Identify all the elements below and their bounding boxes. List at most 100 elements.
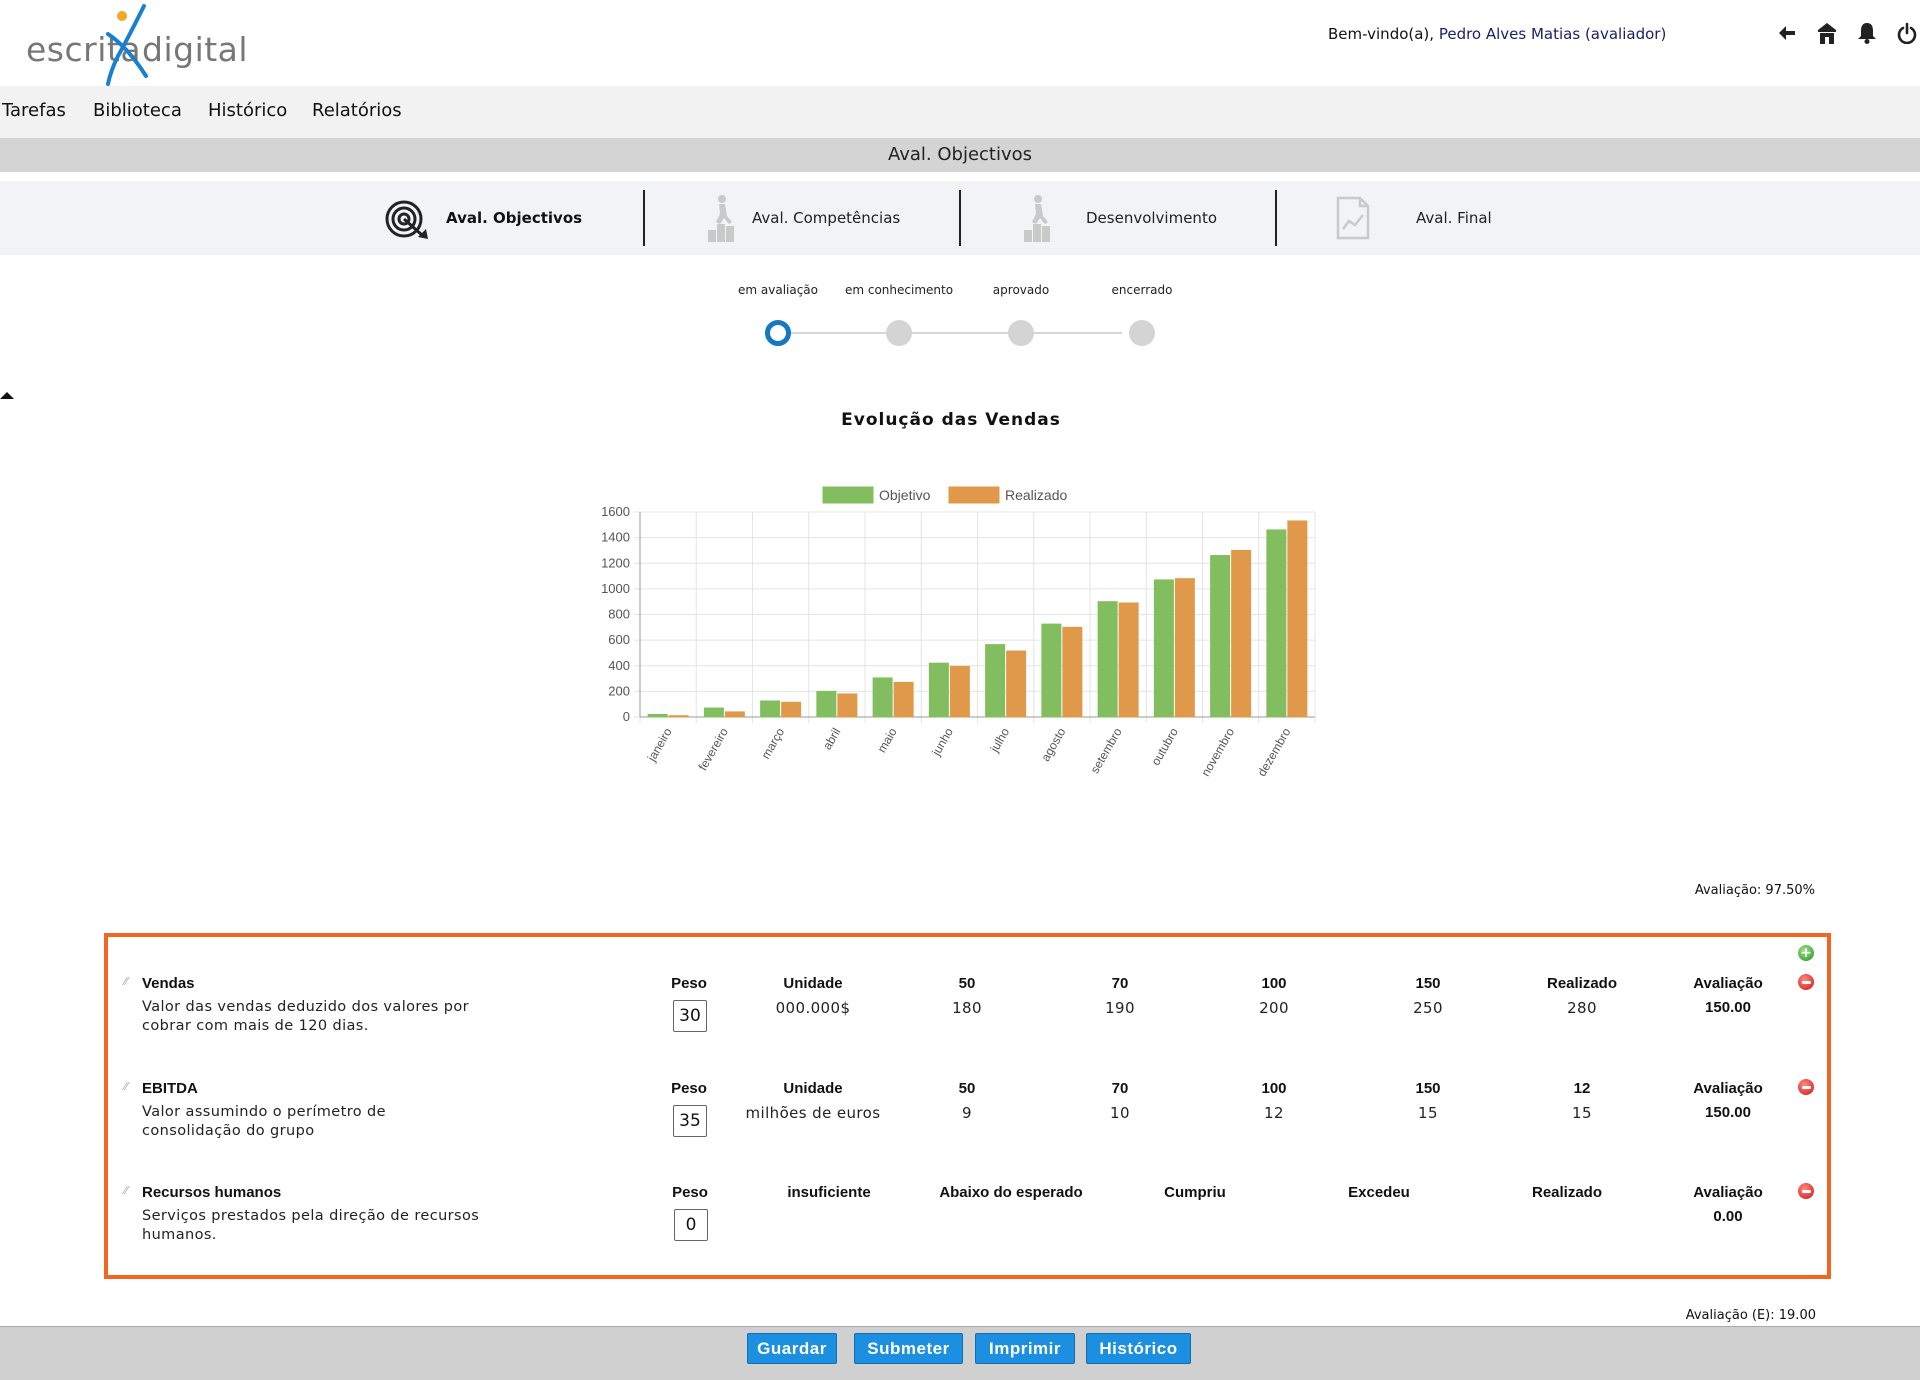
x-tick-label: julho bbox=[987, 725, 1012, 755]
y-tick-label: 0 bbox=[623, 709, 630, 724]
tab-divider bbox=[643, 190, 645, 246]
level-100-value: 12 bbox=[1264, 1104, 1284, 1122]
historico-button[interactable]: Histórico bbox=[1086, 1333, 1191, 1364]
avaliacao-header: Avaliação bbox=[1693, 975, 1763, 992]
menu-item-tarefas[interactable]: Tarefas bbox=[2, 100, 66, 121]
y-tick-label: 1400 bbox=[601, 530, 630, 545]
objective-description: Valor assumindo o perímetro de consolida… bbox=[142, 1104, 386, 1139]
y-tick-label: 800 bbox=[608, 607, 630, 622]
objective-row-recursos-humanos: ⁄⁄ Recursos humanos Serviços prestados p… bbox=[108, 1183, 1827, 1274]
step-label-em-avaliacao: em avaliação bbox=[737, 283, 819, 297]
bar-realizado-outubro bbox=[1174, 578, 1195, 718]
tab-aval-objectivos[interactable]: Aval. Objectivos bbox=[384, 181, 582, 255]
step-dot bbox=[886, 320, 912, 346]
bell-icon[interactable] bbox=[1856, 20, 1878, 46]
step-dot bbox=[1008, 320, 1034, 346]
step-dot-active bbox=[765, 320, 791, 346]
objective-name: Recursos humanos bbox=[142, 1184, 282, 1201]
home-icon[interactable] bbox=[1816, 20, 1838, 46]
peso-input[interactable] bbox=[673, 1000, 707, 1032]
collapse-chart-icon[interactable] bbox=[0, 392, 14, 399]
logo-word-right: digital bbox=[142, 30, 249, 69]
unidade-header: Unidade bbox=[783, 975, 843, 992]
legend-swatch-objetivo bbox=[822, 486, 874, 504]
bar-objetivo-março bbox=[760, 700, 781, 718]
drag-handle-icon[interactable]: ⁄⁄ bbox=[124, 1080, 128, 1093]
bar-realizado-maio bbox=[893, 681, 914, 718]
peso-input[interactable] bbox=[674, 1209, 708, 1241]
level-50-header: 50 bbox=[958, 975, 976, 992]
menu-item-relatorios[interactable]: Relatórios bbox=[312, 100, 402, 121]
unidade-value: 000.000$ bbox=[775, 999, 851, 1017]
power-icon[interactable] bbox=[1896, 20, 1918, 46]
avaliacao-header: Avaliação bbox=[1693, 1184, 1763, 1201]
x-tick-label: agosto bbox=[1038, 725, 1068, 763]
level-150-header: 150 bbox=[1415, 1080, 1441, 1097]
bar-realizado-março bbox=[781, 701, 802, 718]
chart-title: Evolução das Vendas bbox=[841, 410, 1061, 430]
submeter-button[interactable]: Submeter bbox=[854, 1333, 963, 1364]
footer-toolbar: Guardar Submeter Imprimir Histórico bbox=[0, 1326, 1920, 1380]
realizado-value: 15 bbox=[1572, 1104, 1592, 1122]
level-100-value: 200 bbox=[1259, 999, 1289, 1017]
menu-item-biblioteca[interactable]: Biblioteca bbox=[93, 100, 182, 121]
tab-aval-final[interactable]: Aval. Final bbox=[1336, 181, 1492, 255]
x-tick-label: maio bbox=[875, 725, 900, 755]
page-title: Aval. Objectivos bbox=[0, 138, 1920, 172]
level-70-value: 190 bbox=[1105, 999, 1135, 1017]
level-150-value: 15 bbox=[1418, 1104, 1438, 1122]
unidade-value: milhões de euros bbox=[745, 1104, 881, 1122]
realizado-header: Realizado bbox=[1531, 1184, 1603, 1201]
step-dot bbox=[1129, 320, 1155, 346]
imprimir-button[interactable]: Imprimir bbox=[975, 1333, 1075, 1364]
legend-label-objetivo: Objetivo bbox=[879, 487, 931, 503]
tab-aval-competencias[interactable]: Aval. Competências bbox=[706, 181, 900, 255]
peso-input[interactable] bbox=[673, 1105, 707, 1137]
evaluation-e: Avaliação (E): 19.00 bbox=[1685, 1308, 1816, 1323]
guardar-button[interactable]: Guardar bbox=[747, 1333, 837, 1364]
bar-realizado-julho bbox=[1006, 650, 1027, 718]
bar-realizado-setembro bbox=[1118, 602, 1139, 718]
legend-swatch-realizado bbox=[948, 486, 1000, 504]
x-tick-label: fevereiro bbox=[696, 725, 732, 773]
remove-objective-button[interactable] bbox=[1798, 1183, 1814, 1199]
process-tabs: Aval. Objectivos Aval. Competências Dese bbox=[0, 181, 1920, 255]
drag-handle-icon[interactable]: ⁄⁄ bbox=[124, 1184, 128, 1197]
workflow-progress: em avaliação em conhecimento aprovado en… bbox=[0, 275, 1920, 355]
level-70-header: 70 bbox=[1111, 1080, 1129, 1097]
bar-objetivo-fevereiro bbox=[703, 707, 724, 718]
x-tick-label: novembro bbox=[1198, 725, 1237, 778]
level-50-header: 50 bbox=[958, 1080, 976, 1097]
level-insuficiente-header: insuficiente bbox=[787, 1184, 871, 1201]
add-objective-button[interactable]: + bbox=[1798, 945, 1814, 961]
x-tick-label: junho bbox=[929, 725, 956, 759]
bar-objetivo-maio bbox=[872, 677, 893, 718]
bar-realizado-fevereiro bbox=[724, 711, 745, 718]
realizado-header: 12 bbox=[1573, 1080, 1591, 1097]
menu-item-historico[interactable]: Histórico bbox=[208, 100, 288, 121]
main-menu: Tarefas Biblioteca Histórico Relatórios bbox=[0, 86, 1920, 138]
step-label-em-conhecimento: em conhecimento bbox=[844, 283, 954, 297]
welcome-user[interactable]: Pedro Alves Matias (avaliador) bbox=[1438, 25, 1667, 43]
tab-label: Aval. Final bbox=[1416, 209, 1492, 227]
bar-objetivo-setembro bbox=[1097, 601, 1118, 718]
level-100-header: 100 bbox=[1261, 1080, 1287, 1097]
objective-row-vendas: ⁄⁄ Vendas Valor das vendas deduzido dos … bbox=[108, 974, 1827, 1065]
back-arrow-icon[interactable] bbox=[1776, 20, 1798, 46]
remove-objective-button[interactable] bbox=[1798, 1079, 1814, 1095]
climbing-steps-icon bbox=[1024, 195, 1050, 242]
realizado-header: Realizado bbox=[1546, 975, 1618, 992]
drag-handle-icon[interactable]: ⁄⁄ bbox=[124, 975, 128, 988]
tab-label: Aval. Objectivos bbox=[446, 209, 583, 227]
remove-objective-button[interactable] bbox=[1798, 974, 1814, 990]
peso-header: Peso bbox=[671, 1080, 707, 1097]
bar-objetivo-junho bbox=[928, 662, 949, 718]
welcome-text: Bem-vindo(a), Pedro Alves Matias (avalia… bbox=[1328, 25, 1666, 43]
tab-desenvolvimento[interactable]: Desenvolvimento bbox=[1022, 181, 1217, 255]
header: escrita digital Bem-vindo(a), Pedro Alve… bbox=[0, 0, 1920, 86]
climbing-steps-icon bbox=[708, 195, 734, 242]
tab-divider bbox=[959, 190, 961, 246]
evaluation-total: Avaliação: 97.50% bbox=[1694, 883, 1815, 898]
level-70-value: 10 bbox=[1110, 1104, 1130, 1122]
level-excedeu-header: Excedeu bbox=[1348, 1184, 1410, 1201]
